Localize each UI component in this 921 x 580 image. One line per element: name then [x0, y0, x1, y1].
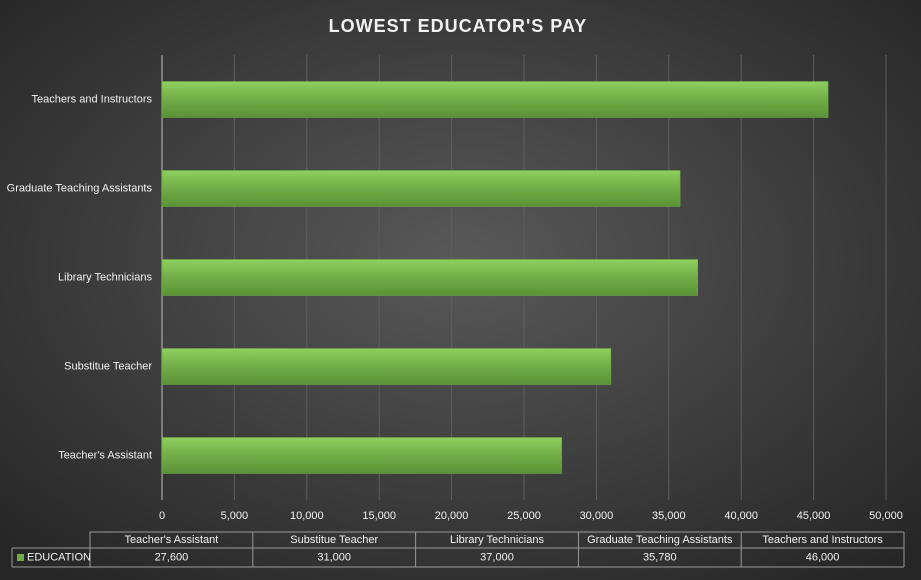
- bar: [161, 170, 681, 207]
- x-tick-label: 35,000: [652, 510, 686, 522]
- legend-label: EDUCATION: [27, 551, 91, 563]
- table-value: 37,000: [480, 551, 514, 563]
- x-tick-label: 0: [159, 510, 165, 522]
- x-tick-label: 15,000: [362, 510, 396, 522]
- table-value: 46,000: [806, 551, 840, 563]
- chart-title: LOWEST EDUCATOR'S PAY: [329, 16, 588, 36]
- x-tick-label: 40,000: [724, 510, 758, 522]
- y-tick-label: Substitue Teacher: [64, 360, 152, 372]
- table-value: 35,780: [643, 551, 677, 563]
- bar: [161, 348, 612, 385]
- bar: [161, 259, 699, 296]
- y-tick-label: Graduate Teaching Assistants: [7, 182, 153, 194]
- x-tick-label: 5,000: [221, 510, 249, 522]
- bar: [161, 81, 829, 118]
- x-tick-label: 30,000: [580, 510, 614, 522]
- x-tick-label: 10,000: [290, 510, 324, 522]
- table-header: Substitue Teacher: [290, 534, 378, 546]
- table-header: Graduate Teaching Assistants: [587, 534, 733, 546]
- x-tick-label: 25,000: [507, 510, 541, 522]
- table-value: 31,000: [317, 551, 351, 563]
- y-tick-label: Library Technicians: [58, 271, 152, 283]
- x-tick-label: 20,000: [435, 510, 469, 522]
- x-tick-label: 50,000: [869, 510, 903, 522]
- table-header: Teachers and Instructors: [762, 534, 883, 546]
- bar: [161, 437, 562, 474]
- table-value: 27,600: [155, 551, 189, 563]
- legend-swatch: [17, 554, 24, 561]
- y-tick-label: Teacher's Assistant: [58, 449, 152, 461]
- table-header: Teacher's Assistant: [124, 534, 218, 546]
- table-header: Library Technicians: [450, 534, 544, 546]
- x-tick-label: 45,000: [797, 510, 831, 522]
- y-tick-label: Teachers and Instructors: [32, 93, 153, 105]
